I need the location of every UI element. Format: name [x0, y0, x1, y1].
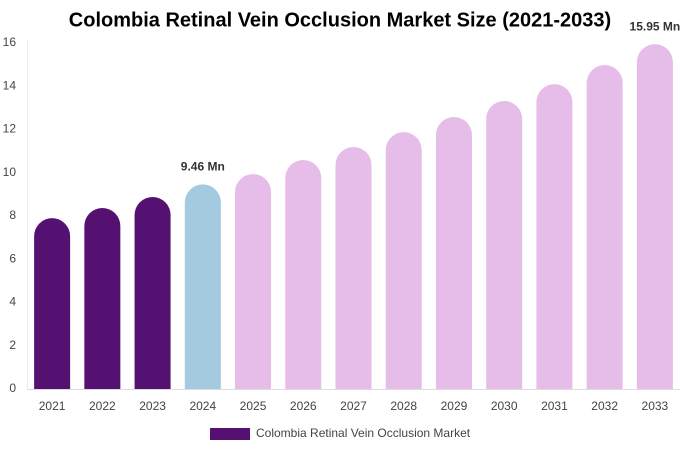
bar [235, 174, 272, 389]
y-tick-label: 10 [3, 165, 17, 179]
x-tick-label: 2030 [491, 399, 518, 413]
y-tick-label: 6 [9, 251, 16, 265]
x-tick-label: 2021 [39, 399, 66, 413]
bar [486, 100, 523, 389]
x-tick-label: 2031 [541, 399, 568, 413]
legend-label: Colombia Retinal Vein Occlusion Market [256, 426, 471, 440]
bar [134, 196, 171, 389]
y-tick-label: 8 [9, 208, 16, 222]
x-tick-label: 2025 [240, 399, 267, 413]
x-tick-label: 2024 [189, 399, 216, 413]
bar [385, 132, 422, 389]
x-tick-label: 2033 [642, 399, 669, 413]
y-tick-label: 12 [3, 122, 17, 136]
value-label: 15.95 Mn [630, 19, 680, 33]
x-tick-label: 2029 [441, 399, 468, 413]
value-label: 9.46 Mn [181, 160, 225, 174]
bar [586, 65, 623, 390]
bar [636, 44, 673, 390]
bar [435, 116, 472, 389]
bar [184, 184, 221, 389]
bar [285, 159, 322, 389]
bar [34, 218, 71, 389]
x-tick-label: 2022 [89, 399, 116, 413]
x-tick-label: 2023 [139, 399, 166, 413]
y-tick-label: 4 [9, 295, 16, 309]
x-tick-label: 2026 [290, 399, 317, 413]
y-tick-label: 2 [9, 338, 16, 352]
legend-swatch [210, 428, 250, 440]
chart-title: Colombia Retinal Vein Occlusion Market S… [69, 9, 611, 31]
bar [536, 84, 573, 390]
bar [335, 147, 372, 389]
x-tick-label: 2028 [390, 399, 417, 413]
x-tick-label: 2027 [340, 399, 367, 413]
bar [84, 207, 121, 389]
y-tick-label: 14 [3, 78, 17, 92]
y-tick-label: 0 [9, 381, 16, 395]
x-tick-label: 2032 [591, 399, 618, 413]
y-tick-label: 16 [3, 35, 17, 49]
